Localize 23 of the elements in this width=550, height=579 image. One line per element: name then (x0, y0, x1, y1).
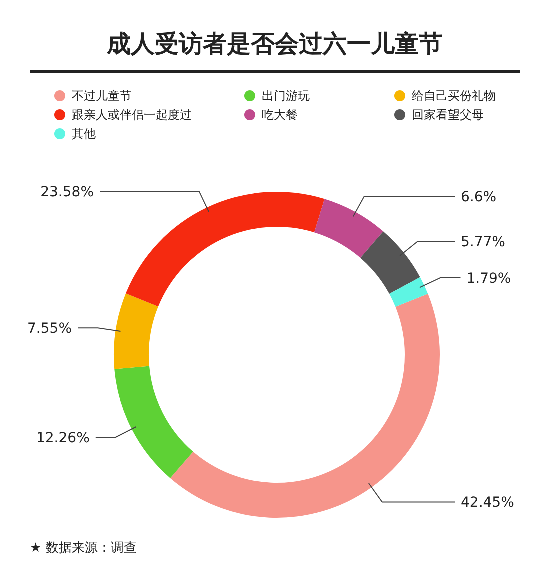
donut-slice (314, 199, 384, 258)
data-label: 5.77% (461, 234, 506, 251)
donut-slice (114, 294, 158, 370)
legend-label: 跟亲人或伴侣一起度过 (72, 108, 192, 122)
legend-label: 出门游玩 (262, 89, 310, 103)
data-label: 1.79% (466, 270, 512, 287)
data-label: 42.45% (461, 495, 514, 512)
legend-label: 吃大餐 (262, 108, 298, 122)
data-label: 12.26% (36, 430, 90, 446)
donut-slice (126, 192, 325, 307)
chart-title: 成人受访者是否会过六一儿童节 (106, 30, 443, 58)
legend-label: 给自己买份礼物 (412, 89, 496, 103)
legend-label: 不过儿童节 (72, 89, 132, 103)
data-label: 23.58% (40, 184, 94, 201)
donut-slice (170, 294, 440, 518)
data-label: 6.6% (461, 190, 497, 206)
donut-slice (114, 366, 194, 478)
legend-label: 回家看望父母 (412, 108, 484, 122)
legend-label: 其他 (72, 127, 96, 141)
data-label: 7.55% (28, 321, 72, 338)
donut-slice (390, 277, 428, 308)
donut-slice (360, 232, 420, 294)
text: ★ 数据来源：调查 (30, 541, 137, 556)
